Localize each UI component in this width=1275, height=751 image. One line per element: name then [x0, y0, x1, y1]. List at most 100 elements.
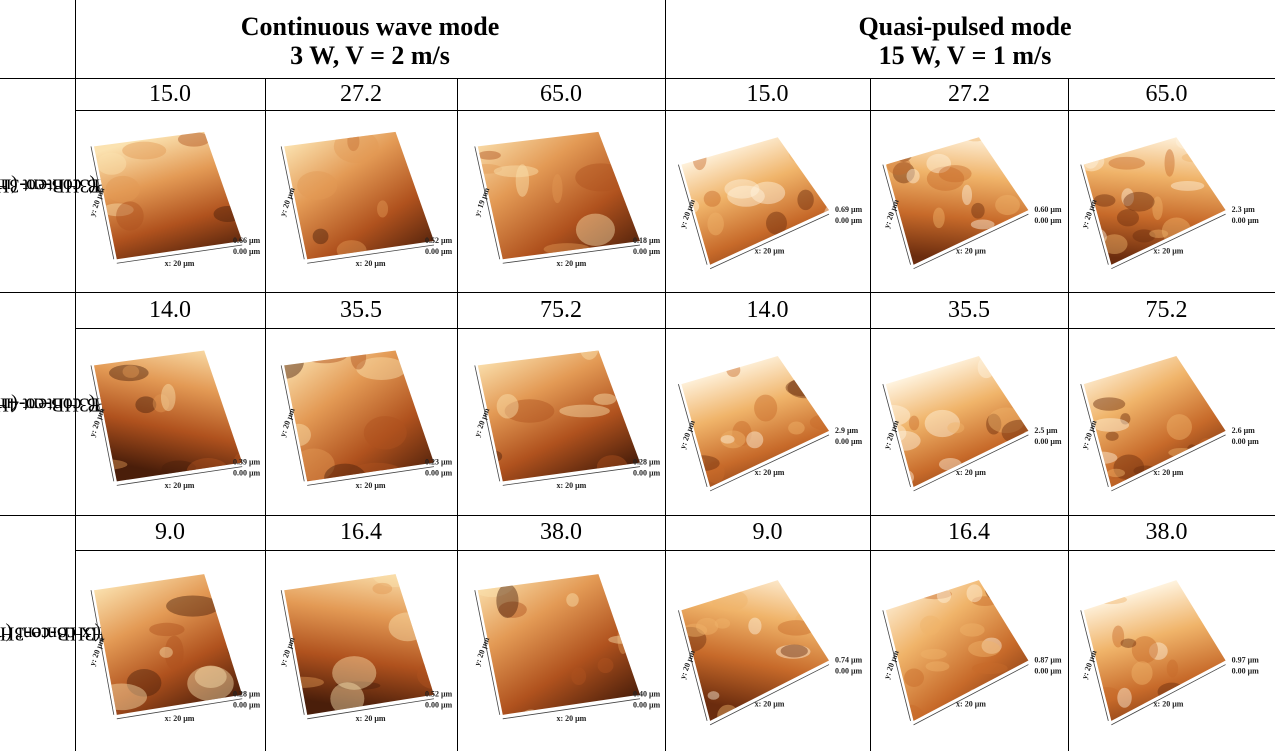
texture-blob — [1107, 469, 1125, 477]
texture-blob — [351, 344, 366, 370]
afm-image: x: 20 μmy: 20 μm0.69 μm0.00 μm — [665, 110, 870, 292]
texture-blob — [122, 142, 166, 160]
y-axis-label: y: 20 μm — [473, 636, 492, 667]
y-axis-label: y: 20 μm — [882, 649, 901, 680]
z-min-label: 0.00 μm — [1232, 216, 1260, 225]
texture-blob — [797, 190, 813, 211]
texture-blob — [1087, 566, 1119, 593]
texture-blob — [743, 122, 757, 145]
texture-blob — [1185, 444, 1198, 467]
texture-blob — [1185, 707, 1219, 726]
texture-blob — [496, 584, 518, 618]
texture-blob — [178, 132, 210, 147]
texture-blob — [417, 660, 454, 689]
texture-blob — [364, 416, 407, 449]
texture-blob — [909, 416, 919, 431]
texture-blob — [580, 334, 599, 359]
afm-image: x: 20 μmy: 20 μm0.28 μm0.00 μm — [75, 550, 265, 751]
texture-blob — [214, 206, 242, 222]
texture-blob — [971, 220, 995, 230]
texture-blob — [707, 213, 724, 236]
z-min-label: 0.00 μm — [633, 701, 661, 710]
texture-blob — [1010, 371, 1037, 399]
texture-blob — [888, 469, 899, 490]
content-value: 14.0 — [665, 292, 870, 328]
x-axis-label: x: 20 μm — [356, 259, 386, 268]
texture-blob — [159, 647, 172, 658]
texture-blob — [1011, 224, 1037, 250]
texture-blob — [96, 247, 117, 280]
texture-blob — [937, 588, 951, 603]
texture-blob — [1078, 151, 1104, 171]
texture-blob — [608, 636, 635, 644]
texture-blob — [823, 172, 859, 196]
z-min-label: 0.00 μm — [835, 437, 863, 446]
z-max-label: 0.52 μm — [425, 236, 453, 245]
z-min-label: 0.00 μm — [1232, 667, 1260, 676]
table-border — [0, 292, 1275, 293]
texture-blob — [313, 229, 329, 245]
table-border — [1068, 78, 1069, 751]
texture-blob — [229, 259, 244, 279]
x-axis-label: x: 20 μm — [165, 714, 195, 723]
texture-blob — [1006, 221, 1024, 241]
texture-blob — [1094, 687, 1120, 702]
texture-blob — [972, 663, 1008, 675]
texture-blob — [783, 233, 819, 252]
texture-blob — [1170, 482, 1183, 500]
texture-blob — [920, 616, 941, 635]
x-axis-label: x: 20 μm — [356, 714, 386, 723]
table-border — [75, 328, 1275, 329]
texture-blob — [1121, 638, 1137, 648]
texture-blob — [822, 338, 855, 365]
texture-blob — [786, 451, 817, 473]
y-axis-label: y: 20 μm — [278, 407, 297, 438]
x-axis-label: x: 20 μm — [1154, 700, 1184, 709]
y-axis-label: y: 20 μm — [678, 198, 697, 229]
z-min-label: 0.00 μm — [425, 247, 453, 256]
afm-image: x: 20 μmy: 20 μm2.6 μm0.00 μm — [1068, 328, 1265, 515]
texture-blob — [978, 356, 995, 378]
texture-blob — [297, 171, 337, 200]
afm-image: x: 20 μmy: 20 μm0.28 μm0.00 μm — [457, 328, 665, 515]
texture-blob — [883, 349, 919, 374]
texture-blob — [544, 243, 591, 255]
texture-blob — [1180, 710, 1191, 725]
texture-blob — [964, 130, 987, 141]
y-axis-label: y: 20 μm — [278, 186, 297, 217]
texture-blob — [1077, 572, 1114, 590]
y-axis-label: y: 20 μm — [1080, 649, 1099, 680]
texture-blob — [712, 562, 745, 584]
texture-blob — [1025, 377, 1060, 386]
texture-blob — [96, 684, 147, 711]
z-max-label: 0.87 μm — [1034, 656, 1062, 665]
texture-blob — [1165, 149, 1175, 177]
texture-blob — [936, 337, 953, 362]
x-axis-label: x: 20 μm — [356, 481, 386, 490]
z-min-label: 0.00 μm — [1034, 667, 1062, 676]
texture-blob — [1029, 136, 1049, 146]
texture-blob — [1212, 688, 1223, 702]
texture-blob — [1117, 209, 1139, 226]
texture-blob — [971, 203, 984, 219]
texture-blob — [195, 666, 227, 688]
texture-blob — [1023, 140, 1033, 165]
content-value: 38.0 — [457, 515, 665, 550]
texture-blob — [839, 695, 849, 720]
y-axis-label: y: 20 μm — [678, 649, 697, 680]
table-border — [265, 78, 266, 751]
z-max-label: 0.66 μm — [233, 236, 261, 245]
texture-blob — [332, 656, 376, 690]
texture-blob — [1105, 357, 1120, 371]
texture-blob — [166, 595, 219, 616]
texture-blob — [748, 618, 761, 635]
afm-image: x: 20 μm y: 20 μm 0.52 μm 0.00 μm — [265, 110, 457, 292]
table-border — [75, 0, 76, 751]
z-max-label: 0.69 μm — [835, 205, 863, 214]
texture-blob — [1134, 355, 1156, 363]
y-axis-label: y: 20 μm — [88, 186, 107, 217]
texture-blob — [615, 362, 631, 397]
texture-blob — [1176, 134, 1199, 150]
content-value: 35.5 — [870, 292, 1068, 328]
content-value: 27.2 — [870, 78, 1068, 110]
